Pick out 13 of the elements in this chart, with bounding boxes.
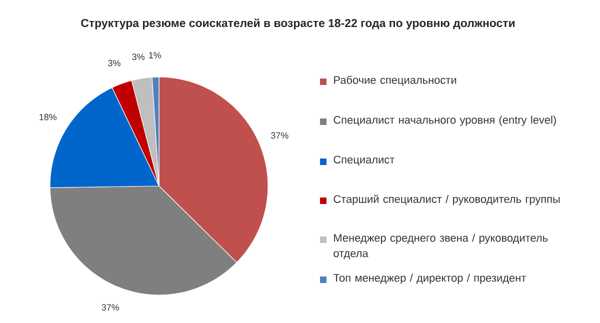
data-label: 37% xyxy=(271,132,288,139)
legend-label: Менеджер среднего звена / руководитель отдела xyxy=(334,234,548,260)
data-label: 3% xyxy=(108,60,120,66)
data-label: 3% xyxy=(132,54,144,60)
data-label: 1% xyxy=(149,52,162,58)
data-label: 18% xyxy=(40,114,57,120)
legend-label: Рабочие специальности xyxy=(334,76,456,86)
legend-label: Топ менеджер / директор / президент xyxy=(333,274,526,284)
legend-label: Специалист xyxy=(334,156,394,166)
data-label: 37% xyxy=(102,304,120,311)
chart-title: Структура резюме соискателей в возрасте 18-22 года по уровню должности xyxy=(81,18,515,30)
legend-label: Старший специалист / руководитель группы xyxy=(334,194,560,206)
legend-label: Специалист начального уровня (entry level) xyxy=(334,116,556,126)
